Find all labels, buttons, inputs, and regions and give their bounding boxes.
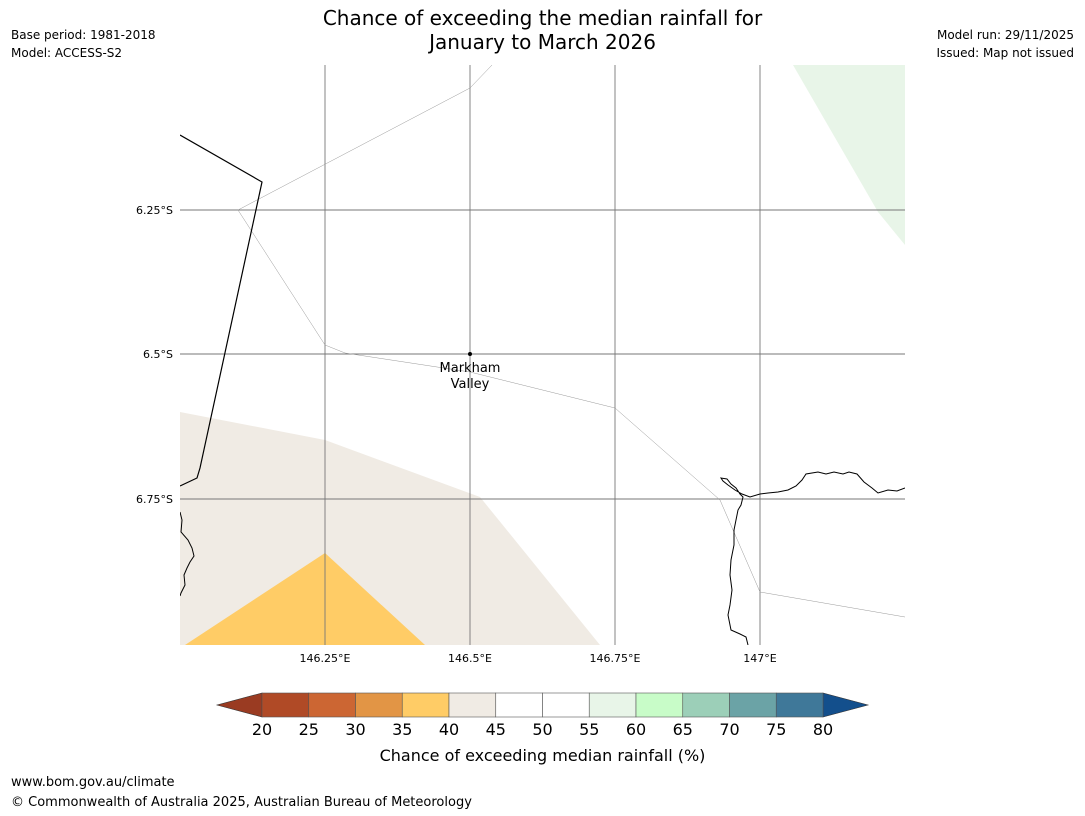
lon-label-146.25: 146.25°E: [300, 652, 351, 665]
colorbar-tick-40: 40: [438, 720, 460, 739]
lon-label-146.5: 146.5°E: [448, 652, 492, 665]
colorbar-bin-60-65: [635, 692, 684, 718]
coastline-east: [719, 471, 905, 645]
issued-text: Issued: Map not issued: [936, 46, 1074, 60]
colorbar-tick-55: 55: [579, 720, 600, 739]
title-line-1: Chance of exceeding the median rainfall …: [322, 6, 763, 30]
colorbar-tick-25: 25: [298, 720, 319, 739]
map-title: Chance of exceeding the median rainfall …: [0, 6, 1085, 54]
colorbar-bin-30-35: [355, 692, 403, 718]
colorbar-bin-65-70: [682, 692, 730, 718]
colorbar-tick-70: 70: [719, 720, 740, 739]
lat-label-6.5: 6.5°S: [143, 348, 173, 361]
colorbar-under-arrow: [215, 692, 263, 718]
colorbar: [215, 692, 870, 718]
colorbar-bin-35-40: [401, 692, 450, 718]
meta-right: Model run: 29/11/2025 Issued: Map not is…: [936, 26, 1074, 62]
colorbar-bin-55-60: [588, 692, 637, 718]
base-period-text: Base period: 1981-2018: [11, 28, 156, 42]
colorbar-bin-50-55: [542, 692, 590, 718]
place-label-line1: Markham: [440, 361, 501, 376]
region-55-60: [793, 65, 905, 245]
colorbar-tick-60: 60: [625, 720, 647, 739]
lon-label-146.75: 146.75°E: [590, 652, 641, 665]
colorbar-tick-50: 50: [532, 720, 553, 739]
footer-url[interactable]: www.bom.gov.au/climate: [11, 775, 175, 790]
colorbar-bin-45-50: [495, 692, 543, 718]
colorbar-tick-80: 80: [812, 720, 834, 739]
place-label-line2: Valley: [451, 377, 490, 392]
colorbar-bin-75-80: [775, 692, 824, 718]
model-text: Model: ACCESS-S2: [11, 46, 123, 60]
footer-copyright: © Commonwealth of Australia 2025, Austra…: [11, 795, 472, 810]
colorbar-bin-20-25: [261, 692, 310, 718]
colorbar-over-arrow: [822, 692, 870, 718]
lat-label-6.25: 6.25°S: [136, 204, 173, 217]
colorbar-bin-40-45: [448, 692, 497, 718]
lat-label-6.75: 6.75°S: [136, 493, 173, 506]
colorbar-bin-25-30: [308, 692, 356, 718]
title-line-2: January to March 2026: [429, 30, 656, 54]
lon-label-147: 147°E: [743, 652, 776, 665]
colorbar-tick-75: 75: [766, 720, 787, 739]
colorbar-tick-65: 65: [672, 720, 693, 739]
markham-valley-marker: [468, 352, 472, 356]
province-boundaries: [237, 65, 905, 618]
colorbar-tick-45: 45: [485, 720, 506, 739]
colorbar-tick-30: 30: [345, 720, 366, 739]
meta-left: Base period: 1981-2018 Model: ACCESS-S2: [11, 26, 156, 62]
coastline-west: [180, 511, 195, 597]
region-35-40: [185, 553, 425, 645]
colorbar-tick-35: 35: [392, 720, 413, 739]
model-run-text: Model run: 29/11/2025: [936, 28, 1074, 42]
colorbar-tick-20: 20: [251, 720, 273, 739]
colorbar-label: Chance of exceeding median rainfall (%): [379, 746, 706, 765]
international-border: [180, 134, 263, 487]
colorbar-bin-70-75: [729, 692, 777, 718]
